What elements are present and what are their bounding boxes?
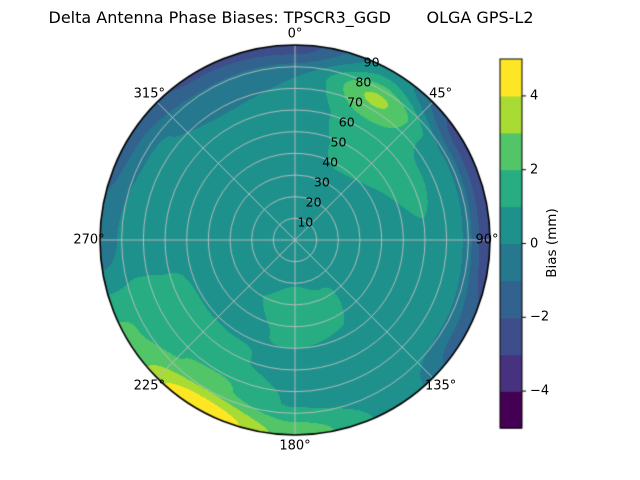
radial-tick-label: 10 — [297, 214, 314, 230]
radial-tick-label: 90 — [363, 54, 380, 70]
colorbar-tick-label: 0 — [530, 236, 539, 251]
radial-tick-label: 20 — [305, 194, 322, 210]
colorbar-tick-label: −4 — [530, 383, 550, 399]
chart-title: Delta Antenna Phase Biases: TPSCR3_GGD O… — [48, 8, 534, 27]
azimuth-tick-label: 315° — [133, 86, 165, 102]
radial-tick-label: 50 — [330, 134, 347, 150]
radial-tick-label: 30 — [313, 174, 330, 190]
colorbar-tick-label: 2 — [530, 162, 539, 178]
azimuth-tick-label: 90° — [475, 232, 499, 248]
radial-tick-label: 80 — [355, 74, 372, 90]
radial-tick-label: 40 — [322, 154, 339, 170]
azimuth-tick-label: 180° — [279, 438, 311, 454]
radial-tick-label: 70 — [347, 94, 363, 110]
azimuth-tick-label: 270° — [73, 232, 105, 248]
colorbar-tick-label: −2 — [530, 309, 550, 325]
colorbar-tick-label: 4 — [530, 88, 539, 104]
radial-tick-label: 60 — [338, 114, 355, 130]
azimuth-tick-label: 0° — [287, 26, 303, 42]
colorbar-label: Bias (mm) — [544, 208, 560, 278]
azimuth-tick-label: 45° — [429, 86, 453, 102]
azimuth-tick-label: 225° — [133, 378, 165, 394]
azimuth-tick-label: 135° — [424, 378, 457, 394]
